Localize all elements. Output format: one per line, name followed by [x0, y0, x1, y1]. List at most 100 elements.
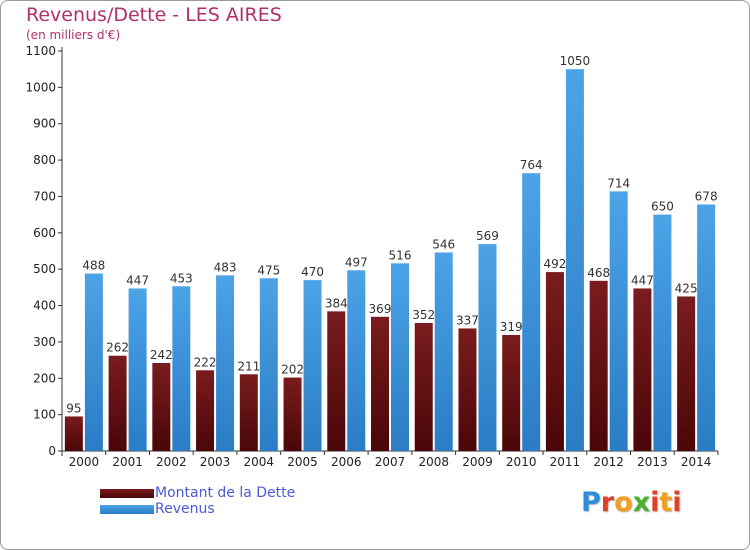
data-label-revenue: 447: [126, 273, 149, 287]
y-tick-label: 800: [33, 153, 56, 167]
data-label-debt: 262: [106, 341, 129, 355]
y-tick-label: 700: [33, 189, 56, 203]
data-label-debt: 95: [66, 401, 81, 415]
logo-letter: i: [650, 487, 660, 518]
bar-debt: [283, 377, 302, 451]
bar-debt: [458, 328, 477, 451]
y-tick-label: 900: [33, 117, 56, 131]
bar-debt: [196, 370, 215, 451]
data-label-debt: 369: [369, 302, 392, 316]
bar-debt: [371, 316, 389, 451]
legend-swatch-debt: [100, 489, 154, 498]
bar-revenue: [697, 204, 716, 451]
x-tick-label: 2008: [418, 455, 449, 469]
x-tick-label: 2014: [681, 455, 712, 469]
bar-debt: [64, 416, 83, 451]
bar-debt: [502, 335, 521, 451]
y-tick-label: 500: [33, 262, 56, 276]
data-label-debt: 242: [150, 348, 173, 362]
bar-revenue: [565, 69, 584, 451]
y-tick-label: 0: [48, 444, 56, 458]
bar-revenue: [653, 214, 672, 451]
x-tick-label: 2012: [593, 455, 624, 469]
data-label-revenue: 1050: [560, 54, 591, 68]
data-label-debt: 384: [325, 296, 348, 310]
data-label-debt: 492: [543, 257, 566, 271]
y-tick-label: 1100: [25, 44, 56, 58]
bar-debt: [589, 280, 608, 451]
bar-revenue: [391, 263, 409, 451]
data-label-revenue: 470: [301, 265, 324, 279]
data-label-revenue: 497: [345, 255, 368, 269]
x-tick-label: 2004: [244, 455, 275, 469]
y-tick-label: 300: [33, 335, 56, 349]
data-label-debt: 319: [500, 320, 523, 334]
data-label-revenue: 483: [214, 260, 237, 274]
data-label-revenue: 475: [257, 263, 280, 277]
data-label-debt: 222: [194, 355, 217, 369]
legend-label-debt: Montant de la Dette: [155, 485, 296, 501]
bar-revenue: [434, 252, 453, 451]
data-label-revenue: 546: [432, 237, 455, 251]
bar-revenue: [172, 286, 191, 451]
x-tick-label: 2007: [375, 455, 406, 469]
proxiti-logo: Proxiti: [581, 487, 682, 518]
data-label-revenue: 516: [389, 248, 412, 262]
bar-revenue: [609, 191, 628, 451]
logo-letter: P: [581, 487, 601, 518]
bar-revenue: [84, 273, 103, 451]
data-label-debt: 468: [587, 266, 610, 280]
data-label-revenue: 714: [607, 176, 630, 190]
data-label-debt: 425: [675, 281, 698, 295]
logo-letter: i: [672, 487, 682, 518]
chart-bars: [64, 69, 716, 451]
x-tick-label: 2013: [637, 455, 668, 469]
chart-data-labels: 95 488 262 447 242 453 222 483 211 475 202 470 384 49…: [66, 54, 717, 415]
y-tick-label: 200: [33, 371, 56, 385]
bar-debt: [633, 288, 652, 451]
data-label-revenue: 488: [82, 259, 105, 273]
data-label-revenue: 569: [476, 229, 499, 243]
legend-swatch-revenue: [100, 505, 154, 514]
x-tick-label: 2003: [200, 455, 231, 469]
bar-debt: [677, 296, 696, 451]
logo-letter: r: [600, 487, 615, 518]
x-tick-label: 2011: [550, 455, 581, 469]
y-tick-label: 600: [33, 226, 56, 240]
bar-revenue: [522, 173, 541, 451]
logo-letter: t: [659, 487, 673, 518]
logo-letter: x: [632, 487, 651, 518]
bar-revenue: [216, 275, 235, 451]
unit-label: (en milliers d'€): [26, 28, 121, 42]
bar-revenue: [259, 278, 278, 451]
bar-debt: [239, 374, 258, 451]
data-label-debt: 202: [281, 363, 304, 377]
x-tick-label: 2009: [462, 455, 493, 469]
x-tick-label: 2005: [287, 455, 318, 469]
bar-debt: [152, 363, 171, 451]
legend-label-revenue: Revenus: [155, 501, 215, 517]
x-tick-label: 2010: [506, 455, 537, 469]
chart-axes: 0 100 200 300 400 500 600 700 800 900 1000 1100 2000…: [25, 44, 719, 469]
bar-debt: [545, 272, 564, 451]
x-tick-label: 2006: [331, 455, 362, 469]
x-tick-label: 2001: [112, 455, 143, 469]
y-tick-label: 1000: [25, 80, 56, 94]
data-label-debt: 211: [237, 359, 260, 373]
x-tick-label: 2002: [156, 455, 187, 469]
data-label-revenue: 764: [520, 158, 543, 172]
logo-letter: o: [614, 487, 633, 518]
bar-revenue: [303, 280, 322, 451]
bar-revenue: [347, 270, 366, 451]
bar-debt: [414, 323, 433, 451]
data-label-revenue: 650: [651, 200, 674, 214]
bar-debt: [327, 311, 346, 451]
data-label-debt: 447: [631, 273, 654, 287]
data-label-debt: 352: [412, 308, 435, 322]
y-tick-label: 100: [33, 408, 56, 422]
chart-title: Revenus/Dette - LES AIRES: [26, 4, 282, 26]
data-label-revenue: 678: [695, 189, 718, 203]
bar-revenue: [478, 244, 497, 451]
x-tick-label: 2000: [69, 455, 100, 469]
